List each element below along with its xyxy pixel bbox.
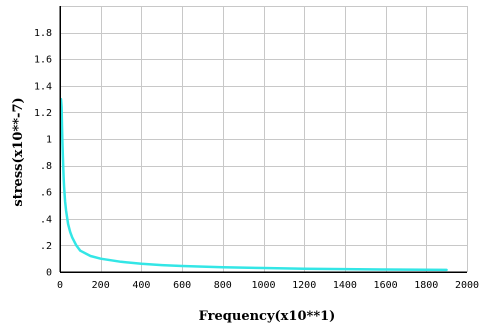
x-tick-label: 1800	[414, 280, 438, 291]
y-tick-label: 1.4	[34, 81, 52, 92]
x-tick-label: 0	[57, 280, 63, 291]
x-tick-label: 400	[132, 280, 150, 291]
x-tick-label: 200	[92, 280, 110, 291]
y-axis-title: stress(x10**-7)	[11, 97, 26, 206]
x-axis-title: Frequency(x10**1)	[199, 309, 336, 324]
x-tick-label: 1400	[333, 280, 357, 291]
series-line	[59, 97, 448, 272]
x-tick-label: 2000	[455, 280, 479, 291]
series-layer	[59, 97, 448, 272]
tick-layer: 0 200 400 600 800 1000 1200 1400 1600 1800 2000 0 .2…	[34, 28, 479, 291]
y-tick-label: 1.6	[34, 55, 52, 66]
x-tick-label: 600	[173, 280, 191, 291]
y-tick-label: 0	[46, 268, 52, 279]
y-tick-label: 1.8	[34, 28, 52, 39]
y-tick-label: .8	[40, 161, 52, 172]
y-tick-label: 1.2	[34, 108, 52, 119]
y-tick-label: 1	[46, 135, 52, 146]
axis-layer	[59, 6, 467, 273]
y-tick-label: .2	[40, 241, 52, 252]
x-tick-label: 1600	[374, 280, 398, 291]
x-tick-label: 1000	[251, 280, 275, 291]
x-tick-label: 800	[214, 280, 232, 291]
grid-layer	[60, 6, 468, 272]
y-tick-label: .4	[40, 214, 52, 225]
x-tick-label: 1200	[292, 280, 316, 291]
y-tick-label: .6	[40, 188, 52, 199]
